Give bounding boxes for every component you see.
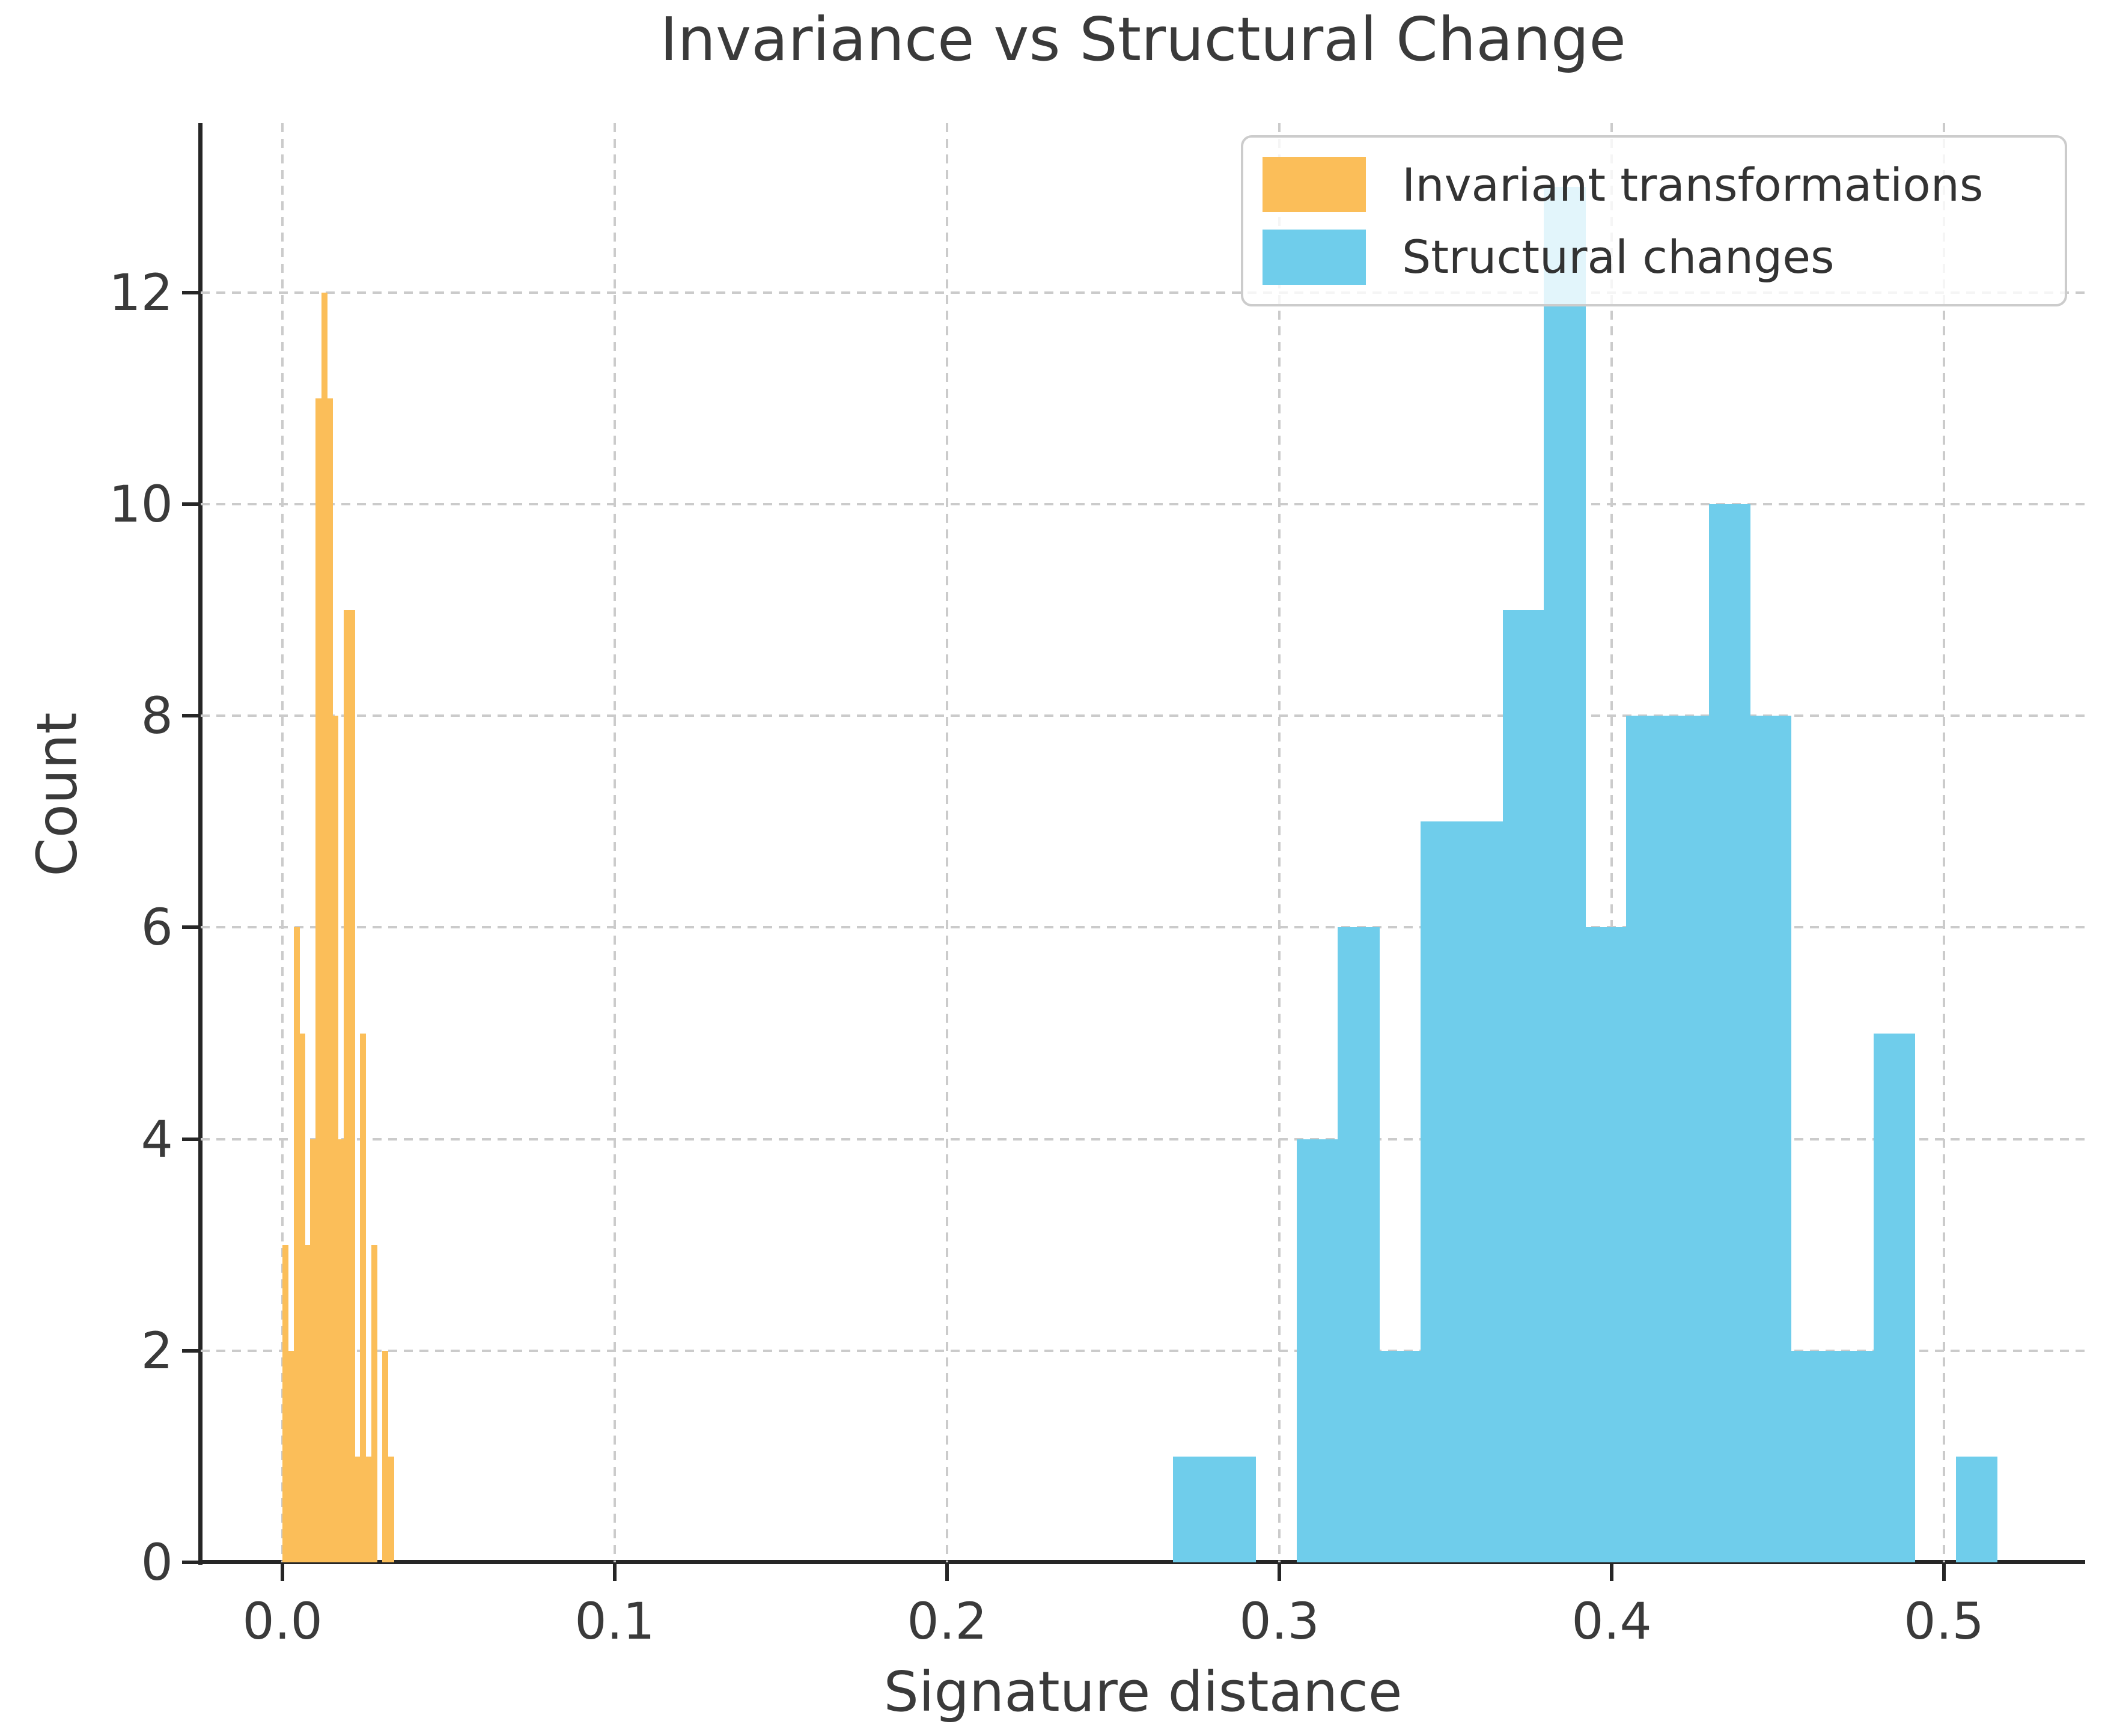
x-tick-label: 0.4: [1571, 1592, 1652, 1651]
histogram-bar-structural: [1173, 1456, 1215, 1562]
histogram-bar-invariant: [360, 1033, 367, 1562]
histogram-bar-structural: [1832, 1350, 1874, 1562]
histogram-bar-structural: [1544, 186, 1586, 1562]
gridline-vertical: [281, 123, 284, 1562]
gridline-horizontal: [201, 714, 2085, 717]
histogram-bar-invariant: [332, 716, 339, 1562]
histogram-bar-structural: [1378, 1350, 1421, 1562]
x-tick-label: 0.0: [242, 1592, 323, 1651]
legend-item: Structural changes: [1263, 229, 2065, 285]
chart-title: Invariance vs Structural Change: [660, 4, 1626, 75]
gridline-vertical: [946, 123, 948, 1562]
y-tick-label: 12: [109, 263, 173, 322]
histogram-bar-invariant: [343, 610, 350, 1562]
gridline-horizontal: [201, 1138, 2085, 1141]
histogram-bar-structural: [1626, 716, 1668, 1562]
histogram-bar-invariant: [288, 1350, 294, 1562]
histogram-bar-invariant: [305, 1244, 311, 1562]
histogram-bar-invariant: [326, 398, 333, 1562]
x-tick: [1609, 1564, 1613, 1581]
x-tick-label: 0.5: [1904, 1592, 1984, 1651]
histogram-bar-structural: [1338, 927, 1380, 1562]
y-tick: [182, 714, 199, 718]
y-axis-spine: [198, 123, 203, 1565]
x-axis-spine: [198, 1560, 2085, 1564]
histogram-bar-structural: [1791, 1350, 1833, 1562]
gridline-vertical: [1610, 123, 1613, 1562]
plot-area: [182, 123, 2085, 1581]
x-tick-label: 0.1: [574, 1592, 655, 1651]
histogram-bar-invariant: [338, 1139, 344, 1562]
histogram-bar-invariant: [388, 1456, 394, 1562]
legend-swatch: [1263, 229, 1366, 285]
gridline-vertical: [614, 123, 617, 1562]
x-tick: [945, 1564, 949, 1581]
histogram-bar-invariant: [349, 610, 355, 1562]
x-tick: [613, 1564, 617, 1581]
gridline-vertical: [1942, 123, 1945, 1562]
x-tick-label: 0.2: [907, 1592, 987, 1651]
histogram-bar-structural: [1502, 610, 1544, 1562]
legend-swatch: [1263, 157, 1366, 213]
histogram-bar-invariant: [282, 1244, 288, 1562]
histogram-bar-structural: [1585, 927, 1627, 1562]
histogram-bar-invariant: [293, 927, 300, 1562]
gridline-horizontal: [201, 1349, 2085, 1352]
legend-label: Structural changes: [1402, 230, 1835, 284]
gridline-horizontal: [201, 926, 2085, 929]
legend-item: Invariant transformations: [1263, 157, 2065, 213]
y-tick: [182, 925, 199, 930]
y-tick-label: 4: [141, 1109, 173, 1169]
y-tick-label: 2: [141, 1321, 173, 1380]
histogram-bar-structural: [1214, 1456, 1256, 1562]
x-tick: [281, 1564, 285, 1581]
gridline-horizontal: [201, 502, 2085, 505]
histogram-bar-invariant: [382, 1350, 389, 1562]
y-tick-label: 10: [109, 474, 173, 534]
y-tick: [182, 290, 199, 294]
y-tick: [182, 1561, 199, 1564]
y-tick: [182, 1348, 199, 1353]
y-tick-label: 6: [141, 898, 173, 957]
x-tick: [1278, 1564, 1281, 1581]
y-tick: [182, 502, 199, 506]
histogram-bar-structural: [1296, 1139, 1339, 1562]
gridline-horizontal: [201, 291, 2085, 294]
histogram-bar-structural: [1667, 716, 1710, 1562]
y-axis-label: Count: [25, 712, 90, 877]
legend: Invariant transformations Structural chan…: [1241, 135, 2067, 306]
histogram-bar-invariant: [321, 292, 327, 1562]
legend-label: Invariant transformations: [1402, 157, 1984, 212]
histogram-bar-structural: [1461, 821, 1503, 1562]
histogram-bar-structural: [1873, 1033, 1916, 1562]
gridline-vertical: [1278, 123, 1281, 1562]
histogram-bar-structural: [1955, 1456, 1998, 1562]
histogram-bar-invariant: [371, 1244, 377, 1562]
x-tick-label: 0.3: [1239, 1592, 1320, 1651]
histogram-bar-invariant: [365, 1456, 372, 1562]
histogram-bar-structural: [1708, 504, 1750, 1562]
histogram-bar-invariant: [299, 1033, 305, 1562]
histogram-bar-invariant: [310, 1139, 317, 1562]
histogram-bar-structural: [1750, 716, 1792, 1562]
y-tick-label: 0: [141, 1533, 173, 1592]
y-tick-label: 8: [141, 686, 173, 746]
histogram-bar-invariant: [315, 398, 322, 1562]
histogram-bar-invariant: [355, 1456, 361, 1562]
y-tick: [182, 1137, 199, 1141]
histogram-bar-structural: [1420, 821, 1462, 1562]
x-tick: [1942, 1564, 1946, 1581]
x-axis-label: Signature distance: [883, 1660, 1403, 1724]
